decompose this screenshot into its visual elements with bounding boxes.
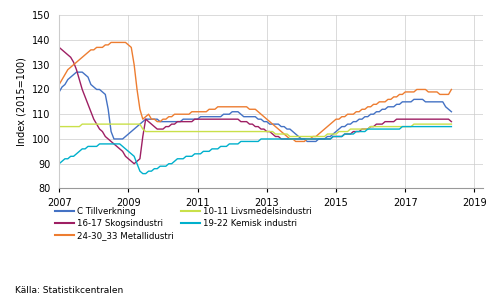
24-30_33 Metallidustri xyxy=(232,105,238,109)
16-17 Skogsindustri xyxy=(195,117,201,121)
C Tillverkning xyxy=(114,137,120,141)
19-22 Kemisk industri xyxy=(362,130,368,133)
16-17 Skogsindustri xyxy=(301,137,307,141)
10-11 Livsmedelsindustri xyxy=(449,122,455,126)
Line: 24-30_33 Metallidustri: 24-30_33 Metallidustri xyxy=(59,43,452,141)
16-17 Skogsindustri xyxy=(111,142,117,146)
10-11 Livsmedelsindustri xyxy=(114,122,120,126)
19-22 Kemisk industri xyxy=(301,137,307,141)
10-11 Livsmedelsindustri xyxy=(195,130,201,133)
C Tillverkning xyxy=(195,117,201,121)
24-30_33 Metallidustri xyxy=(449,88,455,91)
10-11 Livsmedelsindustri xyxy=(365,127,371,131)
19-22 Kemisk industri xyxy=(203,150,209,153)
Text: Källa: Statistikcentralen: Källa: Statistikcentralen xyxy=(15,286,123,295)
C Tillverkning xyxy=(304,140,310,143)
19-22 Kemisk industri xyxy=(195,152,201,156)
19-22 Kemisk industri xyxy=(232,142,238,146)
19-22 Kemisk industri xyxy=(111,142,117,146)
C Tillverkning xyxy=(203,115,209,119)
Line: 10-11 Livsmedelsindustri: 10-11 Livsmedelsindustri xyxy=(59,124,452,136)
C Tillverkning xyxy=(365,115,371,119)
C Tillverkning xyxy=(301,137,307,141)
24-30_33 Metallidustri xyxy=(195,110,201,114)
24-30_33 Metallidustri xyxy=(203,110,209,114)
24-30_33 Metallidustri xyxy=(114,41,120,44)
10-11 Livsmedelsindustri xyxy=(203,130,209,133)
C Tillverkning xyxy=(449,110,455,114)
16-17 Skogsindustri xyxy=(362,127,368,131)
24-30_33 Metallidustri xyxy=(293,140,299,143)
24-30_33 Metallidustri xyxy=(304,137,310,141)
Legend: C Tillverkning, 16-17 Skogsindustri, 24-30_33 Metallidustri, 10-11 Livsmedelsind: C Tillverkning, 16-17 Skogsindustri, 24-… xyxy=(55,207,312,240)
16-17 Skogsindustri xyxy=(203,117,209,121)
24-30_33 Metallidustri xyxy=(365,105,371,109)
10-11 Livsmedelsindustri xyxy=(56,125,62,128)
10-11 Livsmedelsindustri xyxy=(287,135,293,138)
C Tillverkning xyxy=(73,70,79,74)
19-22 Kemisk industri xyxy=(140,172,146,175)
Line: 19-22 Kemisk industri: 19-22 Kemisk industri xyxy=(59,126,452,174)
Y-axis label: Index (2015=100): Index (2015=100) xyxy=(16,57,26,146)
10-11 Livsmedelsindustri xyxy=(79,122,85,126)
19-22 Kemisk industri xyxy=(56,162,62,166)
19-22 Kemisk industri xyxy=(399,125,405,128)
16-17 Skogsindustri xyxy=(131,162,137,166)
10-11 Livsmedelsindustri xyxy=(304,135,310,138)
Line: 16-17 Skogsindustri: 16-17 Skogsindustri xyxy=(59,47,452,164)
C Tillverkning xyxy=(232,110,238,114)
C Tillverkning xyxy=(56,90,62,94)
Line: C Tillverkning: C Tillverkning xyxy=(59,72,452,141)
24-30_33 Metallidustri xyxy=(56,83,62,86)
16-17 Skogsindustri xyxy=(232,117,238,121)
10-11 Livsmedelsindustri xyxy=(232,130,238,133)
16-17 Skogsindustri xyxy=(449,120,455,123)
19-22 Kemisk industri xyxy=(449,125,455,128)
24-30_33 Metallidustri xyxy=(108,41,114,44)
16-17 Skogsindustri xyxy=(56,46,62,49)
